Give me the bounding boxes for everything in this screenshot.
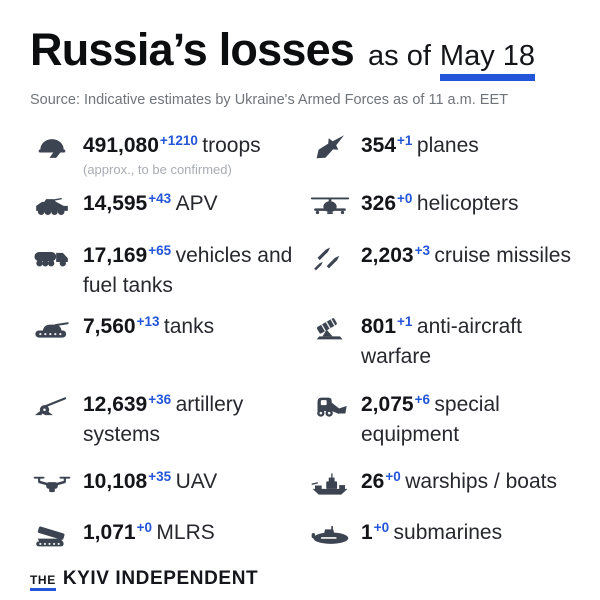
stat-delta: +13: [136, 314, 160, 329]
stat-row-tanks: 7,560+13 tanks: [30, 312, 308, 390]
stat-row-troops: 491,080+1210 troops (approx., to be conf…: [30, 131, 308, 189]
stat-value: 2,203: [361, 244, 414, 267]
stat-label: submarines: [393, 521, 503, 544]
stat-label: anti-aircraft warfare: [361, 315, 522, 369]
stat-delta: +3: [414, 243, 430, 258]
stat-value: 326: [361, 192, 397, 215]
stats-column-right: 354+1 planes 326+0: [308, 131, 576, 564]
stat-delta: +6: [414, 392, 430, 407]
stat-label: vehicles and fuel tanks: [83, 244, 293, 298]
stat-value: 12,639: [83, 393, 148, 416]
stat-label: warships / boats: [405, 470, 557, 493]
submarine-icon: [308, 519, 352, 549]
stat-note: (approx., to be confirmed): [83, 162, 232, 178]
stat-value: 354: [361, 134, 397, 157]
kyiv-independent-logo: THE KYIV INDEPENDENT: [30, 568, 600, 591]
stat-delta: +1: [397, 314, 413, 329]
stat-row-submarines: 1+0 submarines: [308, 518, 576, 564]
stat-row-helicopters: 326+0 helicopters: [308, 189, 576, 241]
stat-label: special equipment: [361, 393, 500, 447]
stat-row-planes: 354+1 planes: [308, 131, 576, 189]
stat-delta: +36: [148, 392, 172, 407]
stat-row-uav: 10,108+35 UAV: [30, 467, 308, 518]
stat-row-vehicles: 17,169+65 vehicles and fuel tanks: [30, 241, 308, 312]
stat-value: 2,075: [361, 393, 414, 416]
stat-delta: +43: [148, 191, 172, 206]
warship-icon: [308, 468, 352, 498]
stat-value: 7,560: [83, 315, 136, 338]
page-title: Russia’s losses: [30, 24, 355, 75]
tank-icon: [30, 313, 74, 343]
stat-value: 14,595: [83, 192, 148, 215]
stat-value: 1,071: [83, 521, 136, 544]
uav-icon: [30, 468, 74, 498]
stat-delta: +0: [385, 469, 401, 484]
stat-row-anti-aircraft: 801+1 anti-aircraft warfare: [308, 312, 576, 390]
stat-row-artillery: 12,639+36 artillery systems: [30, 390, 308, 467]
stat-label: cruise missiles: [434, 244, 571, 267]
anti-aircraft-icon: [308, 313, 352, 343]
stat-value: 1: [361, 521, 373, 544]
stat-label: APV: [175, 192, 218, 215]
infographic: Russia’s losses as of May 18 Source: Ind…: [30, 26, 576, 564]
stat-delta: +65: [148, 243, 172, 258]
stat-value: 491,080: [83, 134, 159, 157]
artillery-icon: [30, 391, 74, 421]
stats-grid: 491,080+1210 troops (approx., to be conf…: [30, 131, 576, 564]
special-equipment-icon: [308, 391, 352, 421]
helmet-icon: [30, 132, 74, 162]
stat-label: troops: [202, 134, 261, 157]
stat-row-special-equipment: 2,075+6 special equipment: [308, 390, 576, 467]
stat-label: UAV: [175, 470, 218, 493]
stat-label: artillery systems: [83, 393, 244, 447]
header: Russia’s losses as of May 18: [30, 26, 576, 81]
stat-delta: +1210: [159, 133, 198, 148]
as-of-date: as of May 18: [368, 40, 536, 81]
as-of-label: as of: [368, 40, 431, 72]
stats-column-left: 491,080+1210 troops (approx., to be conf…: [30, 131, 308, 564]
stat-delta: +0: [373, 520, 390, 535]
logo-the: THE: [30, 573, 56, 591]
date-highlight: May 18: [439, 40, 536, 81]
stat-row-cruise-missiles: 2,203+3 cruise missiles: [308, 241, 576, 312]
stat-value: 26: [361, 470, 385, 493]
stat-delta: +35: [148, 469, 172, 484]
stat-delta: +1: [397, 133, 413, 148]
stat-label: tanks: [163, 315, 215, 338]
jet-icon: [308, 132, 352, 162]
stat-row-apv: 14,595+43 APV: [30, 189, 308, 241]
mlrs-icon: [30, 519, 74, 549]
cruise-missiles-icon: [308, 242, 352, 272]
fuel-truck-icon: [30, 242, 74, 272]
stat-label: MLRS: [156, 521, 215, 544]
stat-value: 801: [361, 315, 397, 338]
stat-row-mlrs: 1,071+0 MLRS: [30, 518, 308, 564]
stat-value: 10,108: [83, 470, 148, 493]
stat-delta: +0: [136, 520, 152, 535]
logo-name: KYIV INDEPENDENT: [62, 568, 259, 589]
stat-label: planes: [416, 134, 479, 157]
apv-icon: [30, 190, 74, 220]
stat-value: 17,169: [83, 244, 148, 267]
stat-delta: +0: [397, 191, 413, 206]
source-line: Source: Indicative estimates by Ukraine'…: [30, 92, 508, 108]
stat-label: helicopters: [416, 192, 519, 215]
stat-row-warships: 26+0 warships / boats: [308, 467, 576, 518]
helicopter-icon: [308, 190, 352, 220]
